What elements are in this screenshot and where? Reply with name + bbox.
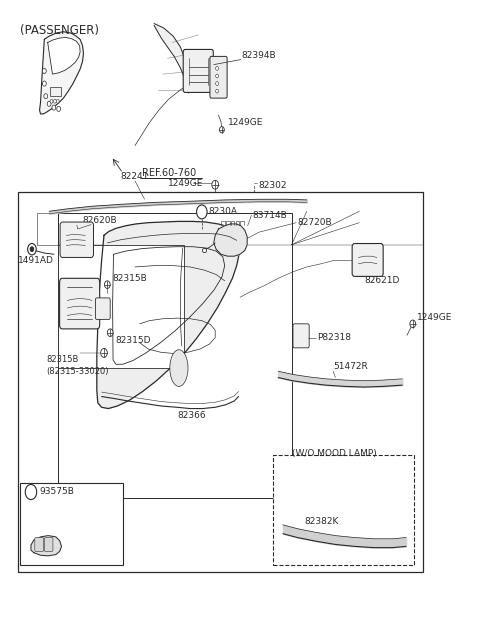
Text: (W/O MOOD LAMP): (W/O MOOD LAMP) (291, 450, 376, 458)
Circle shape (410, 320, 416, 328)
Circle shape (216, 82, 218, 86)
Circle shape (42, 69, 46, 74)
Text: 82720B: 82720B (297, 218, 332, 227)
Polygon shape (39, 32, 84, 114)
Text: 1249GE: 1249GE (228, 118, 264, 127)
Text: 93575B: 93575B (39, 488, 74, 497)
Bar (21, 483, 123, 565)
Bar (18, 192, 423, 572)
Circle shape (56, 100, 59, 103)
Text: 82315D: 82315D (115, 337, 150, 345)
Text: 82394A: 82394A (60, 300, 95, 309)
Circle shape (57, 106, 60, 111)
Text: REF.60-760: REF.60-760 (142, 168, 196, 178)
Text: 82620B: 82620B (83, 215, 117, 225)
FancyBboxPatch shape (96, 298, 110, 319)
FancyBboxPatch shape (60, 278, 100, 329)
Circle shape (28, 244, 36, 255)
FancyBboxPatch shape (44, 537, 53, 551)
Circle shape (216, 90, 218, 93)
FancyBboxPatch shape (183, 50, 213, 93)
Text: 82366: 82366 (177, 411, 205, 420)
Bar (50, 88, 60, 97)
FancyBboxPatch shape (60, 222, 94, 257)
FancyBboxPatch shape (35, 537, 43, 551)
Circle shape (108, 329, 113, 337)
Text: (PASSENGER): (PASSENGER) (21, 23, 99, 37)
FancyBboxPatch shape (210, 57, 227, 98)
Circle shape (53, 100, 56, 103)
Polygon shape (48, 37, 80, 74)
Text: 82315B
(82315-33020): 82315B (82315-33020) (47, 356, 109, 376)
FancyBboxPatch shape (293, 324, 309, 348)
Text: a: a (28, 488, 34, 497)
Text: 82302: 82302 (258, 181, 287, 190)
Text: 8230A: 8230A (208, 207, 238, 216)
Polygon shape (214, 224, 247, 256)
Circle shape (197, 205, 207, 219)
Text: 1249GE: 1249GE (417, 313, 452, 322)
Circle shape (50, 100, 53, 103)
Text: 82241: 82241 (120, 172, 149, 181)
Text: 1491AD: 1491AD (18, 255, 54, 265)
Circle shape (47, 101, 51, 106)
Text: 1249GE: 1249GE (168, 179, 203, 188)
Circle shape (30, 246, 34, 251)
Polygon shape (154, 23, 190, 93)
Text: 83714B: 83714B (252, 211, 287, 220)
Circle shape (44, 94, 48, 99)
Ellipse shape (170, 350, 188, 387)
Bar (274, 455, 414, 565)
Bar (58, 245, 184, 368)
Circle shape (42, 81, 46, 86)
Circle shape (216, 74, 218, 78)
Text: a: a (200, 208, 204, 217)
Polygon shape (97, 222, 240, 408)
Circle shape (219, 126, 224, 133)
Text: P82318: P82318 (317, 333, 351, 342)
Circle shape (216, 67, 218, 70)
Circle shape (212, 180, 218, 189)
Text: 82394B: 82394B (241, 51, 276, 60)
Polygon shape (31, 535, 61, 556)
Circle shape (25, 485, 36, 500)
Text: 51472R: 51472R (333, 362, 368, 371)
Circle shape (52, 105, 56, 110)
FancyBboxPatch shape (352, 244, 383, 276)
Circle shape (101, 349, 108, 358)
Text: 82382K: 82382K (304, 517, 339, 526)
Bar (58, 213, 291, 498)
Text: 82315B: 82315B (112, 274, 147, 283)
Circle shape (105, 281, 110, 288)
Text: 82621D: 82621D (364, 276, 399, 285)
